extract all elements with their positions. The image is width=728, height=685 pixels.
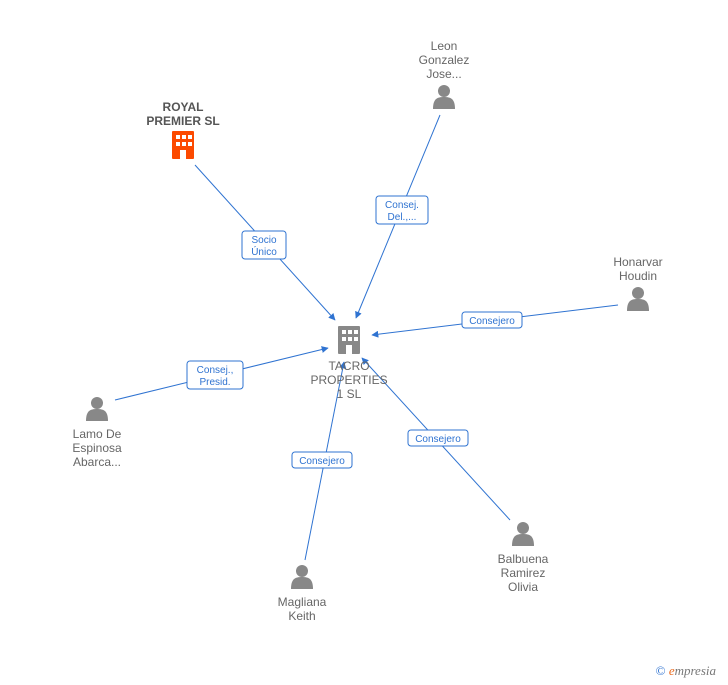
person-icon <box>291 565 313 589</box>
network-diagram: SocioÚnico Consej.Del.,... Consejero Consej… <box>0 0 728 685</box>
footer-attribution: © empresia <box>656 663 716 679</box>
node-label: ROYAL <box>163 100 204 114</box>
node-label: Honarvar <box>613 255 662 269</box>
node-label: PREMIER SL <box>146 114 219 128</box>
node-label: Ramirez <box>501 566 546 580</box>
node-label: Leon <box>431 39 458 53</box>
node-label: TACRO <box>328 359 369 373</box>
node-label: PROPERTIES <box>310 373 387 387</box>
person-icon <box>86 397 108 421</box>
edge-label-text: Presid. <box>199 377 230 388</box>
person-icon <box>433 85 455 109</box>
edge-label-text: Consejero <box>469 316 515 327</box>
node-label: Keith <box>288 609 315 623</box>
node-label: Gonzalez <box>419 53 470 67</box>
brand-rest: mpresia <box>675 663 716 678</box>
person-icon <box>512 522 534 546</box>
edge-label-text: Consej., <box>197 365 234 376</box>
node-lamo[interactable]: Lamo DeEspinosaAbarca... <box>72 397 122 469</box>
edge-label-text: Socio <box>251 235 276 246</box>
building-icon <box>338 326 360 354</box>
edge-label-text: Consej. <box>385 200 419 211</box>
edge-label-text: Único <box>251 245 277 258</box>
node-label: Magliana <box>278 595 327 609</box>
center-node[interactable]: TACROPROPERTIES1 SL <box>310 326 387 401</box>
node-label: Lamo De <box>73 427 122 441</box>
node-label: Olivia <box>508 580 538 594</box>
node-label: Houdin <box>619 269 657 283</box>
node-royal[interactable]: ROYALPREMIER SL <box>146 100 219 159</box>
building-icon <box>172 131 194 159</box>
node-label: Jose... <box>426 67 461 81</box>
node-label: Espinosa <box>72 441 122 455</box>
edge-label-text: Consejero <box>415 434 461 445</box>
copyright-symbol: © <box>656 663 666 678</box>
node-magliana[interactable]: MaglianaKeith <box>278 565 327 623</box>
edge-label-text: Del.,... <box>388 212 417 223</box>
node-label: 1 SL <box>337 387 362 401</box>
person-icon <box>627 287 649 311</box>
node-label: Balbuena <box>498 552 549 566</box>
node-label: Abarca... <box>73 455 121 469</box>
node-leon[interactable]: LeonGonzalezJose... <box>419 39 470 109</box>
edge-label-text: Consejero <box>299 456 345 467</box>
node-balbuena[interactable]: BalbuenaRamirezOlivia <box>498 522 549 594</box>
node-honarvar[interactable]: HonarvarHoudin <box>613 255 662 311</box>
